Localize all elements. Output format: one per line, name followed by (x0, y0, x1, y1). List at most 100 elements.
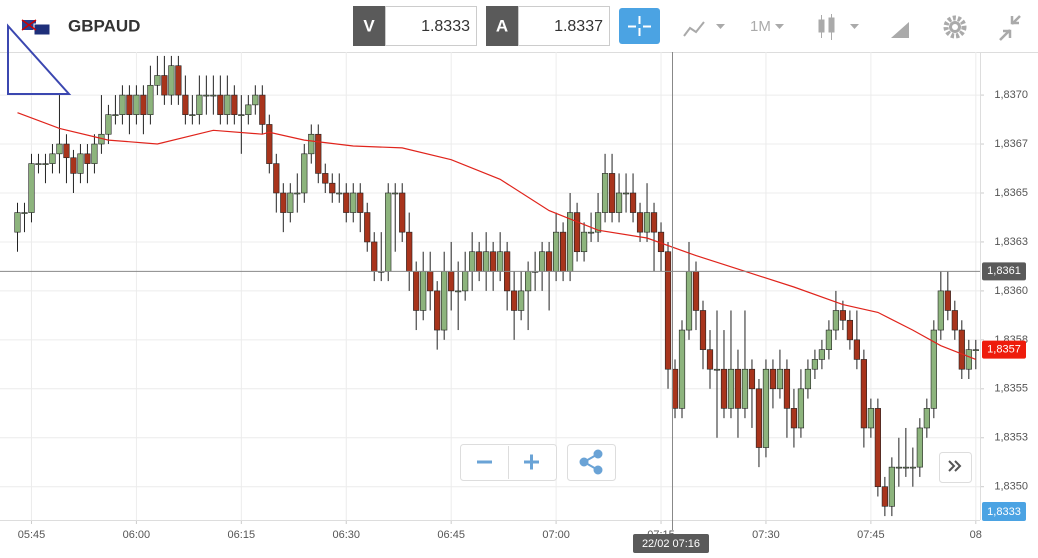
bid-box[interactable] (385, 6, 477, 46)
candle-body (427, 271, 434, 292)
candle-body (70, 157, 77, 174)
share-button[interactable] (579, 449, 603, 475)
scroll-right-button[interactable] (939, 452, 972, 483)
candle-body (371, 241, 378, 272)
candle-body (203, 94, 210, 97)
crosshair-button[interactable] (619, 8, 660, 44)
candle-body (923, 408, 930, 429)
crosshair-price-box (982, 262, 1026, 281)
timeframe[interactable]: 1M (750, 18, 771, 35)
candle-body (280, 192, 287, 213)
drawing-tool-button[interactable] (891, 22, 909, 38)
candle-body (154, 75, 161, 86)
candle-body (483, 251, 490, 272)
candle-body (273, 163, 280, 194)
candle-body (909, 466, 916, 469)
candle-body (664, 251, 672, 370)
candle-body (413, 271, 420, 311)
moving-average (17, 112, 977, 360)
candle-body (804, 368, 812, 390)
candle-body (189, 114, 196, 116)
candle-body (336, 192, 343, 195)
zoom-controls (460, 444, 972, 483)
candle-body (182, 94, 189, 115)
candle-body (832, 310, 840, 331)
candle-body (573, 212, 581, 253)
candle-body (692, 271, 700, 311)
share-panel (567, 444, 616, 481)
bid-tag-box (353, 6, 385, 46)
candle-body (811, 359, 819, 370)
candle-body (643, 212, 651, 233)
candle-body (49, 153, 56, 164)
candle-body (77, 153, 84, 174)
candle-body (329, 182, 336, 194)
candle-body (14, 212, 21, 233)
candle-body (441, 271, 448, 331)
candle-body (762, 368, 770, 448)
candle-body (21, 212, 28, 214)
candle-body (308, 133, 315, 155)
ask-box[interactable] (518, 6, 610, 46)
fullscreen-button[interactable] (999, 15, 1021, 41)
candle-body (930, 329, 937, 409)
candle-body (755, 388, 763, 448)
candle-body (594, 212, 602, 233)
candle-body (252, 94, 259, 106)
candle-body (119, 94, 126, 115)
x-tick-label: 07:30 (752, 529, 780, 541)
candle-body (846, 319, 853, 341)
timeframe-caret (775, 24, 784, 29)
y-tick-label: 1,8360 (994, 285, 1028, 297)
candle-body (455, 290, 462, 293)
candle-body (238, 114, 245, 116)
candle-body (231, 94, 238, 115)
candle-body (196, 94, 203, 115)
candle-body (217, 94, 224, 115)
candle-body (720, 368, 728, 409)
ask-tag-box (486, 6, 518, 46)
crosshair-time-box (633, 534, 709, 553)
candle-type-button[interactable] (818, 14, 859, 40)
candle-body (951, 310, 958, 331)
candle-body (350, 192, 357, 213)
bid-tag: V (363, 16, 375, 35)
zoom-in-button[interactable] (524, 454, 539, 470)
last-price-box (982, 340, 1026, 359)
candle-body (84, 153, 91, 164)
candle-body (399, 192, 406, 233)
candle-body (210, 94, 217, 97)
candle-body (958, 329, 965, 370)
bid-marker: 1,8333 (987, 506, 1021, 518)
chart-type-button[interactable] (683, 21, 725, 37)
candle-body (245, 104, 252, 115)
candle-body (748, 368, 756, 390)
candle-body (42, 163, 49, 165)
candle-body (699, 310, 707, 350)
candle-body (301, 153, 308, 194)
candle-body (175, 65, 182, 96)
x-tick-label: 06:15 (228, 529, 256, 541)
candle-body (860, 359, 867, 429)
candle-body (629, 192, 637, 213)
candle-body (839, 310, 846, 321)
candle-body (357, 192, 364, 213)
last-price: 1,8357 (987, 344, 1021, 356)
candle-body (580, 231, 588, 253)
candle-body (790, 408, 798, 429)
settings-button[interactable] (943, 15, 967, 39)
candle-body (497, 251, 504, 272)
candle-body (518, 290, 525, 311)
candle-body (35, 163, 42, 165)
candle-body (112, 114, 119, 116)
candle-body (462, 271, 469, 292)
candle-body (818, 349, 826, 360)
candle-body (364, 212, 371, 243)
candle-body (650, 212, 658, 233)
y-tick-label: 1,8355 (994, 383, 1028, 395)
candle-body (671, 368, 679, 409)
candle-body (168, 65, 175, 96)
candle-body (888, 466, 895, 507)
candle-body (126, 94, 133, 115)
candle-body (28, 163, 35, 213)
